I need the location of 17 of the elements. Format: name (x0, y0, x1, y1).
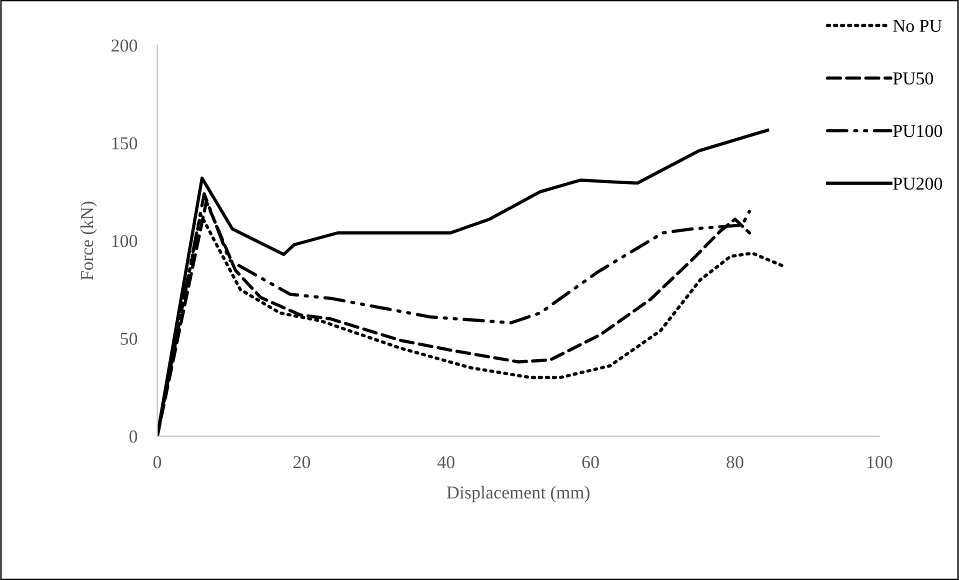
y-tick-label: 100 (112, 234, 138, 248)
y-tick-label: 0 (129, 430, 138, 443)
x-tick-label: 40 (437, 456, 454, 468)
legend-label: PU200 (893, 178, 942, 190)
x-tick-label: 60 (582, 456, 599, 468)
x-tick-label: 20 (293, 456, 310, 468)
y-tick-label: 150 (112, 137, 138, 150)
legend-label: PU100 (893, 124, 942, 138)
y-tick-label: 50 (120, 332, 138, 345)
legend-label: PU50 (893, 72, 934, 85)
y-tick-label: 200 (112, 39, 138, 52)
legend-label: No PU (893, 20, 942, 32)
x-axis-title: Displacement (mm) (446, 486, 590, 502)
x-tick-label: 100 (867, 456, 892, 468)
x-tick-label: 0 (153, 456, 162, 468)
x-tick-label: 80 (726, 456, 744, 468)
y-axis-title: Force (kN) (80, 202, 97, 280)
